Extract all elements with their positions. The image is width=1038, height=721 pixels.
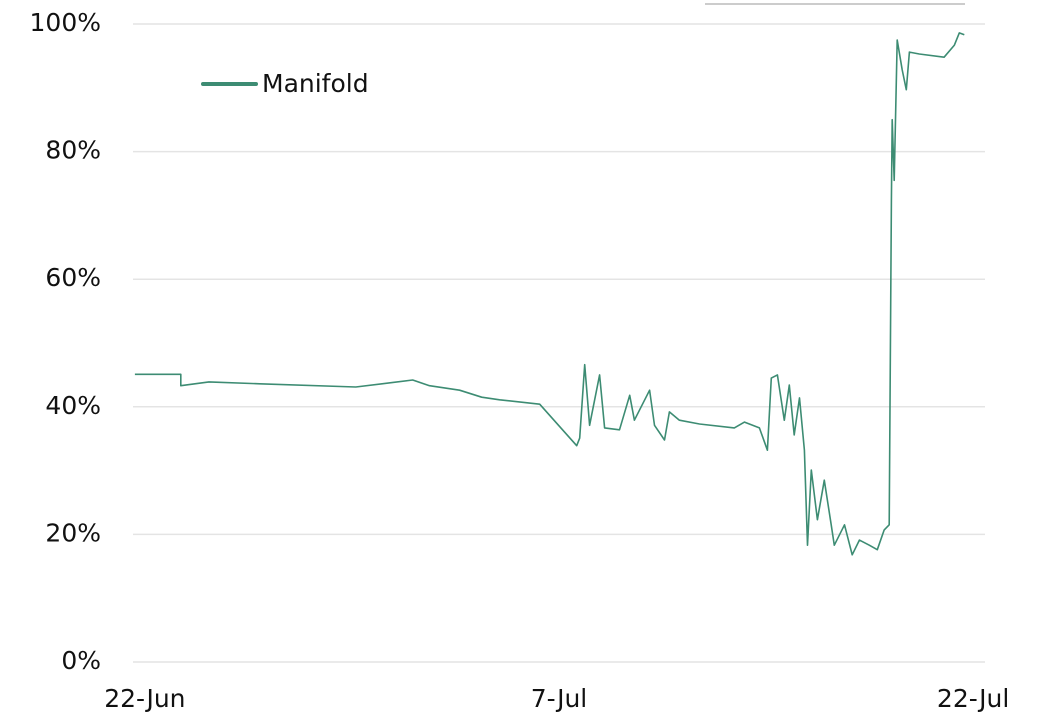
y-tick-label: 0%	[61, 646, 101, 675]
y-tick-label: 40%	[45, 391, 101, 420]
x-tick-label: 22-Jun	[104, 684, 185, 713]
y-tick-label: 60%	[45, 263, 101, 292]
y-tick-label: 80%	[45, 136, 101, 165]
x-tick-label: 7-Jul	[531, 684, 587, 713]
x-tick-label: 22-Jul	[937, 684, 1009, 713]
y-tick-label: 100%	[30, 8, 101, 37]
series-line	[134, 32, 965, 556]
legend-label: Manifold	[262, 69, 369, 98]
y-tick-label: 20%	[45, 518, 101, 547]
